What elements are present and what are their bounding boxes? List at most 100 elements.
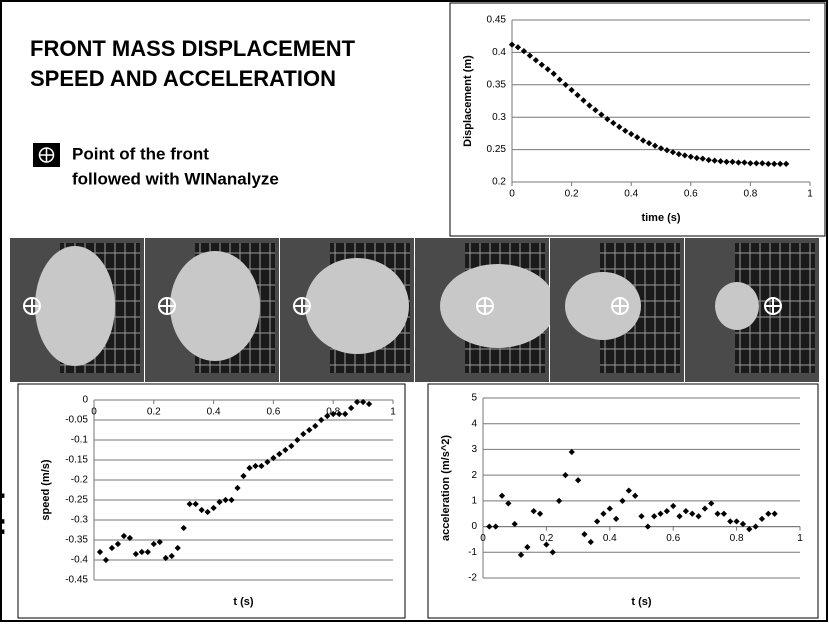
front-mass (565, 272, 641, 340)
data-point (663, 508, 670, 515)
x-tick-label: 0.2 (147, 407, 161, 418)
y-tick-label: 5 (471, 393, 477, 404)
data-point (638, 513, 645, 520)
y-tick-label: -2 (468, 573, 477, 584)
y-tick-label: -0.25 (65, 495, 88, 506)
data-point (342, 410, 349, 418)
front-mass (305, 258, 409, 354)
x-tick-label: 0.4 (603, 533, 617, 544)
x-tick-label: 0.6 (666, 533, 680, 544)
data-point (511, 520, 518, 528)
data-point (348, 404, 355, 412)
data-point (365, 400, 373, 408)
data-point (727, 518, 734, 525)
y-tick-label: 0.3 (492, 112, 506, 123)
x-axis-title: t (s) (631, 596, 652, 608)
data-point (752, 523, 759, 530)
data-point (613, 515, 620, 522)
data-point (644, 523, 651, 530)
data-point (651, 513, 658, 520)
data-point (294, 436, 301, 444)
photo-strip (10, 238, 819, 382)
front-mass (35, 246, 115, 366)
data-point (330, 410, 337, 418)
data-point (530, 508, 537, 515)
data-point (758, 515, 766, 522)
y-axis-title: Displacement (m) (462, 55, 474, 147)
x-tick-label: 0 (480, 533, 486, 544)
x-tick-label: 0.2 (565, 189, 579, 200)
x-axis-title: t (s) (233, 596, 254, 608)
data-point (276, 450, 283, 458)
data-point (549, 549, 556, 556)
data-point (682, 508, 689, 515)
data-point (270, 454, 277, 462)
data-point (746, 526, 753, 533)
x-tick-label: 0.8 (730, 533, 744, 544)
data-point (300, 430, 307, 438)
y-axis-title: acceleration (m/s^2) (440, 435, 452, 541)
y-tick-label: 0.35 (487, 79, 507, 90)
x-tick-label: 0.4 (207, 407, 221, 418)
data-point (144, 548, 151, 556)
data-point (586, 102, 593, 109)
data-point (0, 519, 5, 524)
data-point (318, 416, 325, 424)
data-point (505, 500, 512, 507)
y-tick-label: 2 (471, 470, 477, 481)
front-mass (170, 251, 260, 361)
front-mass (715, 282, 759, 330)
data-point (258, 462, 265, 470)
title: FRONT MASS DISPLACEMENT (30, 36, 356, 61)
x-tick-label: 1 (797, 533, 803, 544)
data-point (0, 493, 5, 498)
y-tick-label: 0.25 (487, 144, 507, 155)
x-axis-title: time (s) (641, 212, 680, 224)
x-tick-label: 0.6 (266, 407, 280, 418)
y-tick-label: -0.35 (65, 535, 88, 546)
y-tick-label: -0.45 (65, 575, 88, 586)
data-point (594, 518, 601, 525)
y-tick-label: -0.1 (71, 435, 89, 446)
data-point (543, 541, 550, 548)
data-point (312, 422, 319, 430)
x-tick-label: 0.6 (684, 189, 698, 200)
x-tick-label: 0 (91, 407, 97, 418)
y-tick-label: -0.15 (65, 455, 88, 466)
data-point (562, 472, 569, 479)
data-point (168, 552, 175, 560)
y-axis-title: speed (m/s) (40, 459, 52, 520)
panel (17, 383, 406, 619)
data-point (498, 492, 506, 499)
y-tick-label: -0.05 (65, 415, 88, 426)
panel (449, 2, 826, 237)
data-point (587, 538, 594, 546)
data-point (282, 446, 289, 454)
data-point (739, 520, 747, 528)
data-point (306, 426, 313, 434)
x-tick-label: 1 (390, 407, 396, 418)
legend-text: Point of the front (72, 144, 209, 163)
data-point (359, 398, 367, 406)
data-point (524, 544, 531, 551)
data-point (0, 529, 5, 534)
y-tick-label: 4 (471, 418, 477, 429)
data-point (264, 458, 271, 466)
y-tick-label: -0.2 (71, 475, 89, 486)
data-point (324, 412, 331, 420)
data-point (517, 551, 525, 558)
y-tick-label: 0.2 (492, 177, 506, 188)
data-point (354, 398, 361, 406)
y-tick-label: 0 (82, 395, 88, 406)
y-tick-label: 1 (471, 495, 477, 506)
front-mass (440, 264, 556, 348)
data-point (508, 41, 516, 48)
title: SPEED AND ACCELERATION (30, 66, 336, 91)
x-tick-label: 0 (509, 189, 515, 200)
x-tick-label: 0.4 (624, 189, 638, 200)
data-point (336, 410, 343, 418)
x-tick-label: 0.2 (539, 533, 553, 544)
data-point (568, 86, 575, 94)
data-point (210, 504, 217, 512)
